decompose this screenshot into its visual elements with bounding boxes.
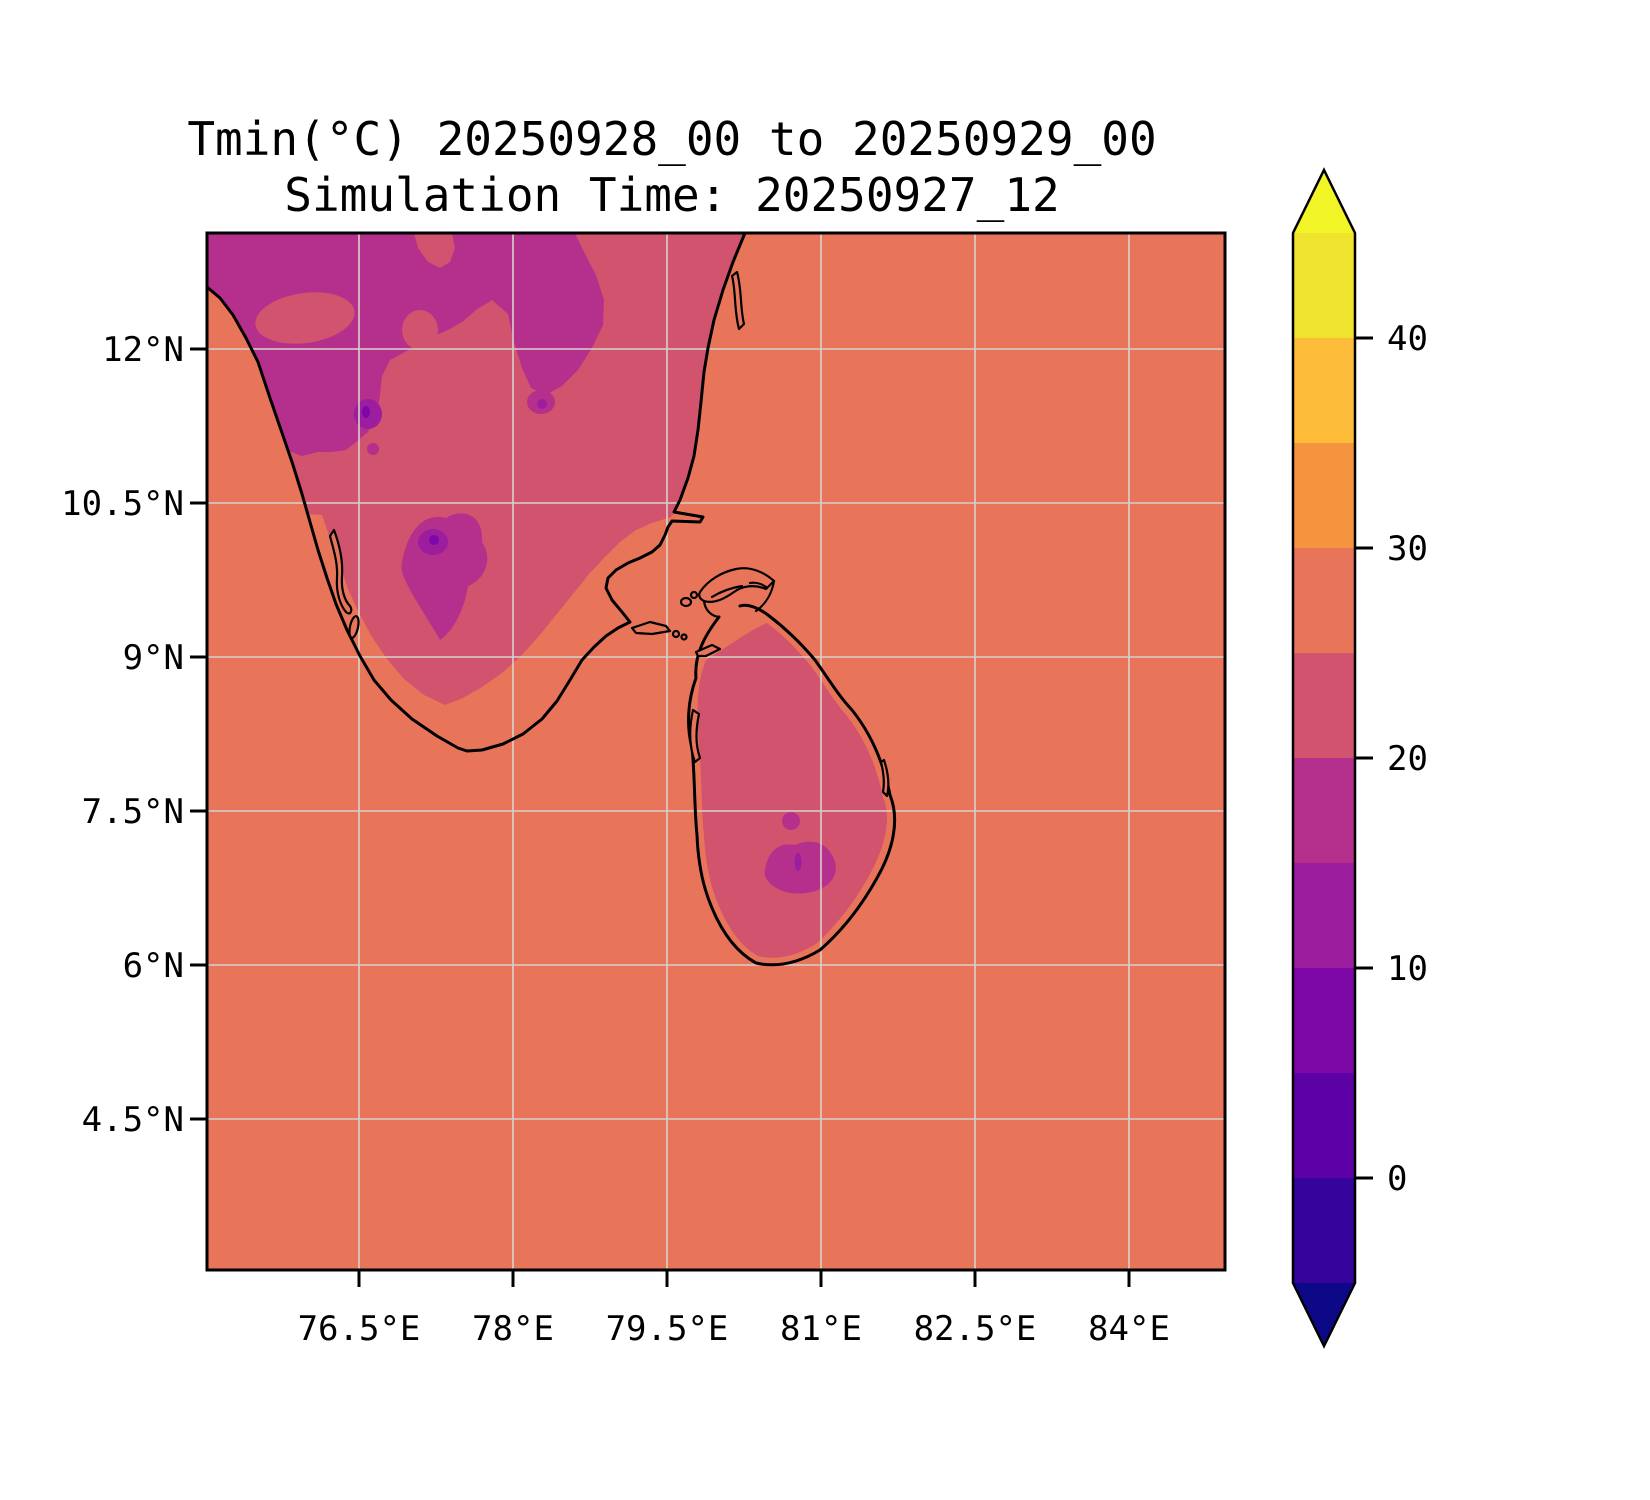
colorbar-band-30-35 (1293, 443, 1355, 548)
y-tick-label: 9°N (123, 638, 184, 678)
colorbar-band-m5-0 (1293, 1178, 1355, 1283)
plot-frame (205, 231, 1227, 1272)
x-tick-label: 82.5°E (914, 1309, 1037, 1349)
srilanka-highland-dot (782, 812, 800, 830)
vembanad-backwaters (328, 528, 353, 615)
delft-island (679, 596, 693, 608)
colorbar-outline (1291, 167, 1357, 1349)
x-tick-label: 76.5°E (298, 1309, 421, 1349)
cold-core-palani (429, 535, 439, 545)
y-tick-label: 6°N (123, 946, 184, 986)
y-tick-label: 4.5°N (82, 1100, 184, 1140)
y-tick-label: 7.5°N (82, 792, 184, 832)
x-tick-label: 84°E (1088, 1309, 1170, 1349)
colorbar-band-15-20 (1293, 758, 1355, 863)
india-temperature-fills (207, 233, 745, 705)
colorbar-band-10-15 (1293, 863, 1355, 968)
colorbar-band-0-5 (1293, 1073, 1355, 1178)
india-highland-15-20-band (207, 233, 604, 459)
cold-core-nilgiri (362, 406, 370, 418)
adams-bridge-islet-2 (680, 633, 688, 641)
colorbar-extend-over (1293, 170, 1355, 233)
highland-dot (367, 443, 379, 455)
x-tick-label: 81°E (780, 1309, 862, 1349)
colorbar-extend-under (1293, 1283, 1355, 1346)
srilanka-land-20-25-band (697, 623, 887, 958)
y-tick-label: 10.5°N (61, 484, 184, 524)
colorbar-tick-label: 30 (1387, 529, 1428, 569)
adams-bridge-islet-1 (671, 629, 681, 639)
small-island (689, 590, 699, 600)
y-axis: 12°N 10.5°N 9°N 7.5°N 6°N 4.5°N (61, 330, 207, 1140)
cold-spot-east (537, 399, 547, 409)
srilanka-cold-dash (794, 853, 802, 871)
ashtamudi-lake (348, 615, 360, 639)
pamban-island (630, 620, 672, 636)
colorbar-band-35-40 (1293, 338, 1355, 443)
colorbar: 40 30 20 10 0 (1291, 167, 1428, 1349)
plot-title-line2: Simulation Time: 20250927_12 (284, 168, 1059, 222)
y-tick-label: 12°N (102, 330, 184, 370)
x-axis: 76.5°E 78°E 79.5°E 81°E 82.5°E 84°E (298, 1270, 1170, 1349)
colorbar-band-25-30 (1293, 548, 1355, 653)
gridlines (207, 233, 1225, 1270)
colorbar-band-40-45 (1293, 233, 1355, 338)
warm-hole-2 (402, 310, 438, 350)
srilanka-temperature-fills (697, 623, 887, 958)
puttalam-lagoon (689, 708, 702, 764)
mannar-island (694, 643, 722, 658)
map-plot-area (207, 233, 1225, 1270)
india-coastline (207, 233, 747, 753)
coastlines (207, 233, 897, 967)
colorbar-tick-label: 20 (1387, 739, 1428, 779)
colorbar-tick-label: 0 (1387, 1159, 1407, 1199)
batticaloa-lagoon (879, 758, 890, 798)
x-tick-label: 78°E (472, 1309, 554, 1349)
colorbar-band-20-25 (1293, 653, 1355, 758)
colorbar-band-5-10 (1293, 968, 1355, 1073)
colorbar-tick-label: 40 (1387, 319, 1428, 359)
warm-hole-1 (255, 292, 355, 344)
colorbar-tick-label: 10 (1387, 949, 1428, 989)
jaffna-lagoon-lines (702, 579, 776, 619)
plot-title-line1: Tmin(°C) 20250928_00 to 20250929_00 (187, 112, 1156, 166)
pulicat-lagoon (730, 270, 746, 331)
x-tick-label: 79.5°E (606, 1309, 729, 1349)
